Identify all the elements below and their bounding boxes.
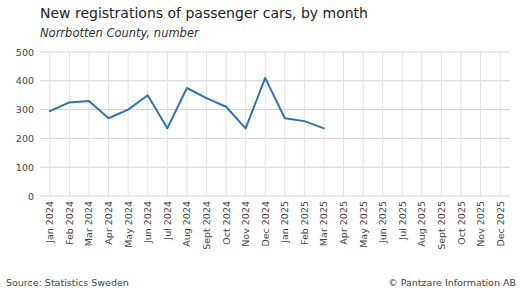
x-grid-line	[480, 52, 481, 196]
x-tick-label: May 2025	[358, 201, 369, 248]
x-grid-line	[382, 52, 383, 196]
y-tick-label: 300	[16, 104, 34, 115]
x-tick-label: Jun 2025	[377, 201, 388, 244]
x-grid-line	[108, 52, 109, 196]
y-grid-line	[40, 52, 510, 53]
y-tick-label: 500	[16, 47, 34, 58]
y-tick-label: 0	[28, 191, 34, 202]
x-tick-label: Jun 2024	[142, 201, 153, 244]
x-tick-label: Nov 2024	[240, 201, 251, 247]
chart: New registrations of passenger cars, by …	[0, 0, 522, 292]
x-grid-line	[343, 52, 344, 196]
x-grid-line	[363, 52, 364, 196]
title: New registrations of passenger cars, by …	[40, 5, 368, 21]
x-tick-label: Dec 2024	[260, 201, 271, 247]
x-tick-label: Mar 2025	[318, 201, 329, 246]
source-right: © Pantzare Information AB	[388, 277, 516, 288]
y-tick-label: 400	[16, 75, 34, 86]
x-tick-label: Aug 2025	[416, 201, 427, 247]
x-tick-label: Oct 2024	[221, 201, 232, 245]
y-grid-line	[40, 138, 510, 139]
y-grid-line	[40, 167, 510, 168]
x-grid-line	[186, 52, 187, 196]
x-grid-line	[147, 52, 148, 196]
x-grid-line	[441, 52, 442, 196]
x-tick-label: Jul 2025	[397, 201, 408, 241]
x-tick-label: Dec 2025	[495, 201, 506, 247]
y-grid-line	[40, 109, 510, 110]
y-grid-line	[40, 80, 510, 81]
x-tick-label: Feb 2025	[299, 201, 310, 245]
x-tick-label: May 2024	[123, 201, 134, 248]
x-grid-line	[69, 52, 70, 196]
x-grid-line	[167, 52, 168, 196]
x-tick-label: Jul 2024	[162, 201, 173, 241]
series	[50, 78, 324, 128]
x-tick-label: Jan 2024	[44, 201, 55, 244]
x-tick-label: Feb 2024	[64, 201, 75, 245]
x-grid-line	[206, 52, 207, 196]
x-tick-label: Apr 2025	[338, 201, 349, 245]
x-grid-line	[49, 52, 50, 196]
x-tick-label: Oct 2025	[456, 201, 467, 245]
x-tick-label: Sept 2024	[201, 201, 212, 250]
x-grid-line	[128, 52, 129, 196]
x-grid-line	[421, 52, 422, 196]
source-left: Source: Statistics Sweden	[6, 277, 129, 288]
y-tick-label: 200	[16, 133, 34, 144]
x-grid-line	[265, 52, 266, 196]
x-grid-line	[284, 52, 285, 196]
y-tick-label: 100	[16, 162, 34, 173]
x-grid-line	[461, 52, 462, 196]
grid	[40, 52, 510, 196]
x-grid-line	[226, 52, 227, 196]
subtitle: Norrbotten County, number	[40, 26, 200, 40]
x-tick-label: Mar 2024	[83, 201, 94, 246]
x-grid-line	[402, 52, 403, 196]
x-tick-label: Nov 2025	[475, 201, 486, 247]
x-grid-line	[304, 52, 305, 196]
x-grid-line	[88, 52, 89, 196]
x-tick-label: Sept 2025	[436, 201, 447, 250]
x-tick-label: Apr 2024	[103, 201, 114, 245]
x-grid-line	[245, 52, 246, 196]
line	[50, 78, 324, 128]
x-tick-label: Aug 2024	[181, 201, 192, 247]
x-tick-label: Jan 2025	[279, 201, 290, 244]
x-grid-line	[500, 52, 501, 196]
y-grid-line	[40, 196, 510, 197]
x-grid-line	[323, 52, 324, 196]
